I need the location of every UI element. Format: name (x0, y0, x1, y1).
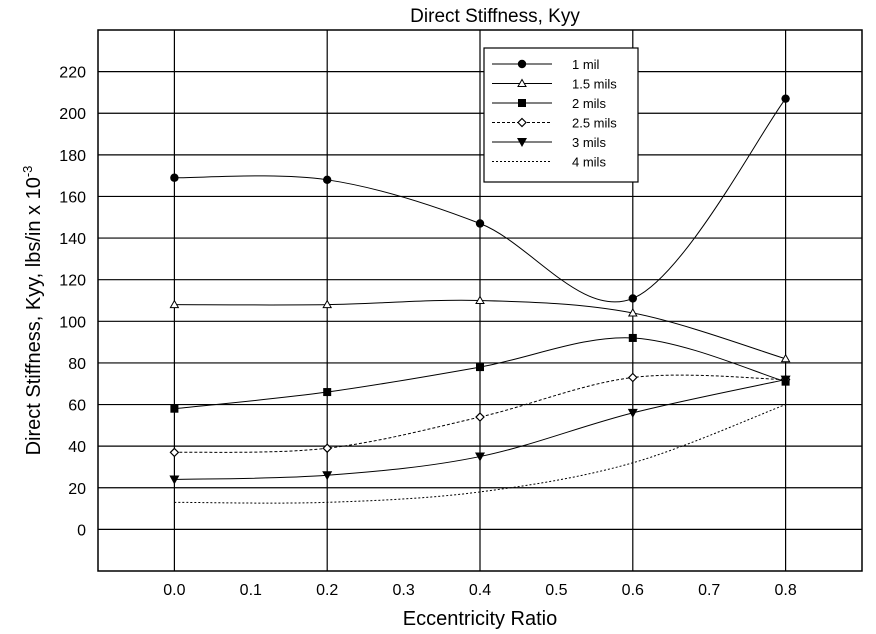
legend-marker-4 (517, 138, 527, 147)
legend-label-2: 2 mils (572, 96, 606, 111)
legend-marker-3 (517, 117, 527, 128)
y-tick-label: 120 (59, 273, 86, 290)
legend-box (483, 47, 639, 183)
data-point-s2-1 (323, 388, 332, 397)
data-point-s1-3 (627, 307, 638, 317)
legend-marker-2 (518, 99, 526, 107)
y-tick-label: 180 (59, 148, 86, 165)
series-line-0 (174, 98, 786, 303)
data-point-s1-1 (322, 299, 333, 309)
data-point-s0-4 (781, 94, 790, 103)
x-tick-label: 0.0 (163, 582, 185, 599)
legend-label-1: 1.5 mils (572, 77, 617, 92)
data-point-s1-0 (169, 299, 180, 309)
x-tick-label: 0.7 (698, 582, 720, 599)
data-point-s0-1 (323, 175, 332, 185)
y-tick-label: 160 (59, 189, 86, 206)
data-point-s4-4 (780, 375, 791, 385)
data-point-s4-0 (169, 475, 180, 485)
x-axis-label: Eccentricity Ratio (403, 608, 558, 630)
y-axis-label: Direct Stiffness, Kyy, lbs/in x 10-3 (20, 166, 45, 456)
y-tick-label: 80 (68, 356, 86, 373)
y-tick-label: 0 (77, 522, 86, 539)
data-point-s2-3 (628, 333, 637, 342)
data-point-s3-3 (627, 372, 638, 383)
legend-label-5: 4 mils (572, 155, 606, 170)
x-tick-label: 0.4 (469, 582, 491, 599)
chart-title: Direct Stiffness, Kyy (410, 6, 580, 27)
data-point-s4-1 (322, 471, 333, 481)
legend-label-4: 3 mils (572, 135, 606, 150)
y-tick-label: 40 (68, 439, 86, 456)
data-point-s0-0 (170, 173, 179, 182)
x-tick-label: 0.5 (545, 582, 567, 599)
y-tick-label: 100 (59, 314, 86, 331)
data-point-s1-4 (780, 353, 791, 363)
series-line-5 (174, 404, 786, 504)
data-point-s1-2 (475, 295, 485, 304)
legend-marker-1 (517, 78, 527, 87)
data-point-s0-3 (628, 294, 637, 303)
legend-marker-0 (517, 59, 527, 69)
y-axis-label-exponent: -3 (20, 166, 35, 178)
y-tick-label: 20 (68, 481, 86, 498)
legend-label-0: 1 mil (572, 57, 600, 72)
data-point-s4-2 (475, 452, 485, 462)
x-tick-label: 0.2 (316, 582, 338, 599)
legend-label-3: 2.5 mils (572, 116, 617, 131)
series-line-3 (174, 374, 786, 453)
data-point-s3-1 (322, 443, 333, 454)
series-group (169, 94, 791, 504)
y-tick-label: 140 (59, 231, 86, 248)
data-point-s0-2 (475, 219, 485, 228)
y-tick-label: 60 (68, 398, 86, 415)
data-point-s2-2 (476, 363, 484, 372)
x-tick-label: 0.6 (622, 582, 644, 599)
x-tick-label: 0.8 (774, 582, 796, 599)
x-tick-label: 0.3 (392, 582, 414, 599)
legend: 1 mil 1.5 mils 2 mils 2.5 mils 3 mils 4 mils (483, 47, 639, 183)
y-axis-label-main: Direct Stiffness, Kyy, lbs/in x 10 (23, 177, 45, 455)
data-point-s4-3 (627, 408, 638, 418)
data-point-s2-0 (170, 404, 179, 413)
y-tick-label: 200 (59, 106, 86, 123)
data-point-s3-0 (169, 447, 180, 458)
x-tick-label: 0.1 (240, 582, 262, 599)
y-tick-label: 220 (59, 65, 86, 82)
data-point-s3-2 (475, 412, 485, 422)
